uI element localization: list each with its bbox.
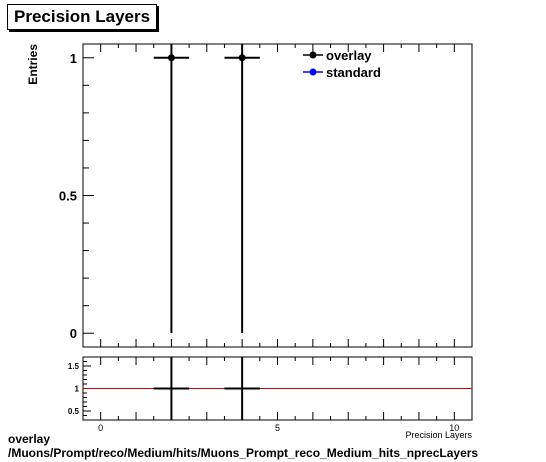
x-tick-label: 0 xyxy=(98,423,103,433)
footer-caption: overlay /Muons/Prompt/reco/Medium/hits/M… xyxy=(8,432,478,460)
footer-line-1: overlay xyxy=(8,432,51,446)
x-tick-label: 5 xyxy=(275,423,280,433)
data-point xyxy=(238,54,246,62)
y-tick-label: 1 xyxy=(70,51,77,66)
legend-entry-standard: standard xyxy=(326,65,381,80)
y-tick-label: 1.5 xyxy=(68,362,80,371)
y-tick-label: 1 xyxy=(75,385,80,394)
main-x-ticks xyxy=(100,44,455,347)
main-y-ticks: 00.51 xyxy=(59,51,94,341)
chart-title: Precision Layers xyxy=(7,4,158,30)
y-tick-label: 0.5 xyxy=(68,407,80,416)
main-series xyxy=(153,44,260,333)
main-plot-frame xyxy=(82,43,473,348)
legend: overlay standard xyxy=(303,48,381,80)
legend-marker xyxy=(309,51,317,59)
y-tick-label: 0.5 xyxy=(59,189,77,204)
main-panel: 00.51 Entries xyxy=(26,43,473,348)
footer-line-2: /Muons/Prompt/reco/Medium/hits/Muons_Pro… xyxy=(8,446,479,460)
x-tick-label: 10 xyxy=(449,423,459,433)
ratio-x-ticks: 0 5 10 xyxy=(98,357,459,433)
legend-marker xyxy=(309,68,317,76)
y-axis-label: Entries xyxy=(26,44,40,85)
y-tick-label: 0 xyxy=(70,326,77,341)
ratio-panel: 0 5 10 0.5 1 1.5 Precision Layers xyxy=(68,356,473,440)
data-point xyxy=(167,54,175,62)
legend-entry-overlay: overlay xyxy=(326,48,372,63)
ratio-series xyxy=(83,357,472,420)
x-axis-label: Precision Layers xyxy=(405,430,472,440)
